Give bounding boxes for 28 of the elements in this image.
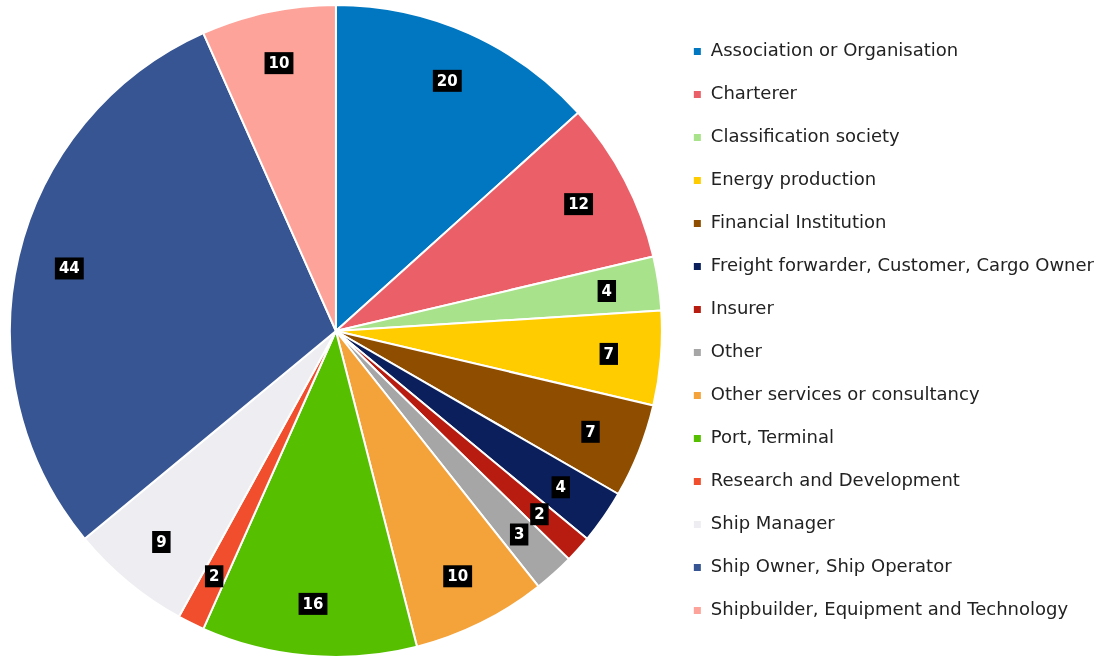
legend-label: Insurer xyxy=(710,297,775,319)
legend-label: Other xyxy=(710,340,763,362)
data-label: 12 xyxy=(568,195,590,214)
legend-label: Port, Terminal xyxy=(710,426,835,448)
legend-label: Ship Manager xyxy=(710,512,836,534)
legend-label: Energy production xyxy=(710,168,877,190)
data-label: 4 xyxy=(601,281,613,300)
data-label: 10 xyxy=(447,567,469,586)
data-label: 9 xyxy=(156,532,167,551)
legend-label: Ship Owner, Ship Operator xyxy=(710,555,953,577)
data-label: 44 xyxy=(58,259,80,278)
legend-label: Financial Institution xyxy=(710,211,887,233)
data-label: 2 xyxy=(208,567,220,586)
data-label: 2 xyxy=(534,505,545,524)
data-label: 20 xyxy=(436,71,458,90)
data-label: 7 xyxy=(603,344,615,363)
legend-label: Association or Organisation xyxy=(710,39,959,61)
legend-label: Charterer xyxy=(710,82,798,104)
data-label: 16 xyxy=(302,594,324,613)
data-label: 3 xyxy=(513,525,525,544)
data-label: 7 xyxy=(585,422,596,441)
legend-label: Classification society xyxy=(710,125,901,147)
legend-label: Freight forwarder, Customer, Cargo Owner xyxy=(710,254,1095,276)
data-label: 10 xyxy=(268,54,290,73)
legend-label: Shipbuilder, Equipment and Technology xyxy=(710,598,1069,620)
legend-label: Other services or consultancy xyxy=(710,383,980,405)
data-label: 4 xyxy=(555,478,566,497)
legend-label: Research and Development xyxy=(710,469,960,491)
